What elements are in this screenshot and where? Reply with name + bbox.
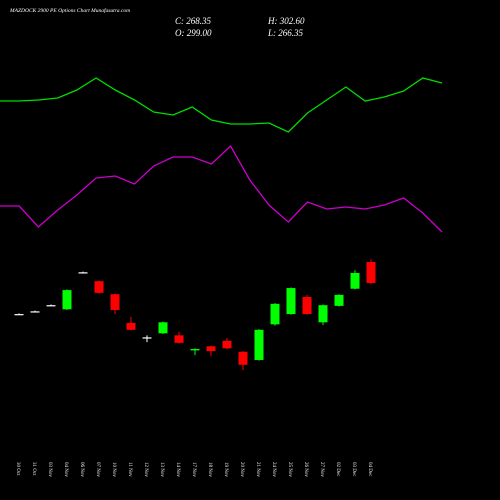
candle-body xyxy=(302,296,312,315)
candle-body xyxy=(334,294,344,306)
x-tick-label: 03 Dec xyxy=(351,462,356,477)
x-tick-label: 04 Dec xyxy=(367,462,372,477)
candle-body xyxy=(366,262,376,284)
x-tick-label: 02 Dec xyxy=(335,462,340,477)
x-tick-label: 12 Nov xyxy=(143,462,148,477)
candle-body xyxy=(110,294,120,310)
x-tick-label: 24 Nov xyxy=(271,462,276,477)
candle-body xyxy=(190,349,200,351)
candle-body xyxy=(254,329,264,360)
candle-body xyxy=(174,335,184,343)
close-label: C: 268.35 xyxy=(175,16,212,26)
x-tick-label: 04 Nov xyxy=(63,462,68,477)
candle-body xyxy=(142,337,152,339)
x-tick-label: 31 Oct xyxy=(31,462,36,476)
indicator-line xyxy=(0,77,443,133)
x-tick-label: 11 Nov xyxy=(127,462,132,477)
x-tick-label: 03 Nov xyxy=(47,462,52,477)
x-tick-label: 27 Nov xyxy=(319,462,324,477)
x-tick-label: 20 Nov xyxy=(239,462,244,477)
x-tick-label: 14 Nov xyxy=(175,462,180,477)
candle-body xyxy=(238,351,248,365)
x-tick-label: 26 Nov xyxy=(303,462,308,477)
x-tick-label: 13 Nov xyxy=(159,462,164,477)
candle-body xyxy=(286,288,296,315)
high-label: H: 302.60 xyxy=(267,16,305,26)
chart-title: MAZDOCK 2900 PE Options Chart Munafasutr… xyxy=(9,7,130,14)
candle-body xyxy=(158,322,168,334)
low-label: L: 266.35 xyxy=(267,28,304,38)
x-tick-label: 25 Nov xyxy=(287,462,292,477)
x-tick-label: 30 Oct xyxy=(15,462,20,476)
x-tick-label: 21 Nov xyxy=(255,462,260,477)
candle-body xyxy=(46,305,56,307)
candle-body xyxy=(270,303,280,325)
candle-body xyxy=(126,322,136,330)
candle-body xyxy=(30,311,40,313)
x-tick-label: 06 Nov xyxy=(79,462,84,477)
x-tick-label: 17 Nov xyxy=(191,462,196,477)
candle-body xyxy=(206,346,216,352)
x-tick-label: 19 Nov xyxy=(223,462,228,477)
candle-body xyxy=(14,314,24,316)
x-tick-label: 07 Nov xyxy=(95,462,100,477)
candle-body xyxy=(350,272,360,289)
open-label: O: 299.00 xyxy=(175,28,212,38)
candle-body xyxy=(318,305,328,323)
x-tick-label: 18 Nov xyxy=(207,462,212,477)
candle-body xyxy=(78,272,88,274)
candle-body xyxy=(94,281,104,293)
candle-body xyxy=(222,340,232,349)
indicator-line xyxy=(0,144,443,233)
x-tick-label: 10 Nov xyxy=(111,462,116,477)
candle-body xyxy=(62,290,72,310)
